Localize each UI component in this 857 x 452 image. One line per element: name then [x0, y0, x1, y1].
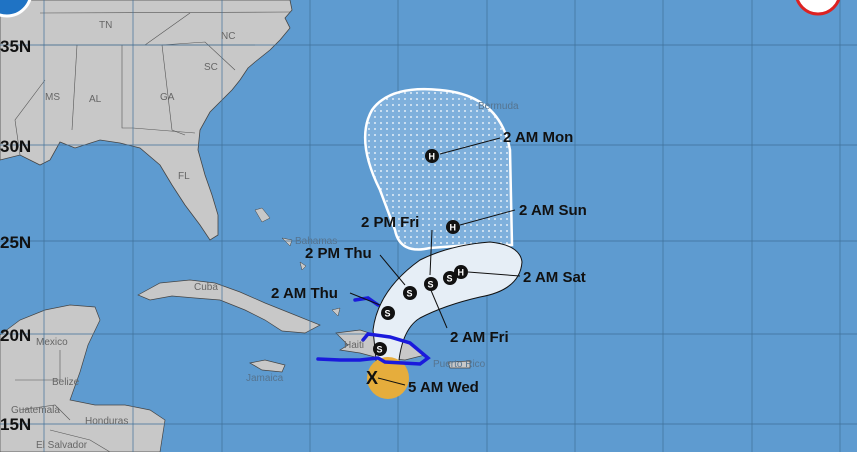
- svg-text:Guatemala: Guatemala: [11, 405, 60, 416]
- svg-text:S: S: [447, 274, 453, 284]
- label-2am-sun: 2 AM Sun: [519, 202, 587, 219]
- current-position-x-icon: X: [366, 368, 378, 388]
- svg-text:H: H: [450, 223, 457, 233]
- label-2am-thu: 2 AM Thu: [271, 285, 338, 302]
- svg-text:S: S: [428, 280, 434, 290]
- svg-text:5 AM Wed: 5 AM Wed: [408, 379, 479, 396]
- land-cuba: [137, 279, 321, 334]
- tropical-storm-icon: [443, 271, 457, 285]
- country-borders: [15, 350, 111, 452]
- svg-text:S: S: [407, 289, 413, 299]
- leader-lines: [349, 137, 521, 386]
- tropical-storm-icon: [403, 286, 417, 300]
- svg-text:Mexico: Mexico: [36, 337, 68, 348]
- track-point-2am-sat: H: [454, 265, 468, 279]
- svg-text:Puerto Rico: Puerto Rico: [433, 359, 486, 370]
- svg-text:Bermuda: Bermuda: [478, 101, 519, 112]
- svg-text:Jamaica: Jamaica: [246, 373, 284, 384]
- state-labels: TN NC SC MS AL GA FL: [45, 20, 235, 182]
- svg-text:El Salvador: El Salvador: [36, 440, 88, 451]
- track-point-2am-sun: H: [446, 220, 460, 234]
- tropical-storm-icon: [373, 342, 387, 356]
- svg-text:25N: 25N: [0, 233, 31, 252]
- tropical-storm-icon: [381, 306, 395, 320]
- svg-text:Belize: Belize: [52, 377, 80, 388]
- land-central-america: [0, 304, 166, 452]
- label-2pm-thu: 2 PM Thu: [305, 245, 372, 262]
- track-point-2am-fri: S: [424, 277, 438, 291]
- land-bahamas: [254, 207, 341, 317]
- label-2pm-fri: 2 PM Fri: [361, 214, 419, 231]
- track-point-5am-wed: X 5 AM Wed: [366, 368, 479, 396]
- svg-text:TN: TN: [99, 20, 112, 31]
- svg-text:H: H: [458, 268, 465, 278]
- hurricane-icon: [454, 265, 468, 279]
- tropical-storm-wind-field: [367, 357, 409, 399]
- svg-text:NC: NC: [221, 31, 235, 42]
- tropical-storm-icon: [424, 277, 438, 291]
- forecast-cone-days-1-3: [372, 241, 523, 379]
- latitude-labels: 35N 30N 25N 20N 15N: [0, 37, 31, 434]
- track-point-2am-thu: S: [381, 306, 395, 320]
- svg-text:Honduras: Honduras: [85, 416, 128, 427]
- svg-text:35N: 35N: [0, 37, 31, 56]
- hurricane-icon: [425, 149, 439, 163]
- svg-text:Haiti: Haiti: [344, 340, 364, 351]
- label-2am-fri: 2 AM Fri: [450, 329, 509, 346]
- label-2am-mon: 2 AM Mon: [503, 129, 573, 146]
- nws-logo: [795, 0, 841, 16]
- noaa-logo: [0, 0, 32, 18]
- land-puerto-rico: [447, 360, 471, 369]
- svg-text:S: S: [377, 345, 383, 355]
- hurricane-icon: [446, 220, 460, 234]
- track-point-2am-mon: H: [425, 149, 439, 163]
- svg-text:Cuba: Cuba: [194, 282, 218, 293]
- track-point-2pm-fri: S: [443, 271, 457, 285]
- svg-text:GA: GA: [160, 92, 175, 103]
- svg-text:S: S: [385, 309, 391, 319]
- svg-text:SC: SC: [204, 62, 218, 73]
- svg-text:15N: 15N: [0, 415, 31, 434]
- svg-text:FL: FL: [178, 171, 190, 182]
- svg-text:AL: AL: [89, 94, 102, 105]
- svg-text:H: H: [429, 152, 436, 162]
- forecast-cone-days-4-5: [363, 88, 514, 251]
- svg-text:MS: MS: [45, 92, 60, 103]
- track-point-2pm-thu: S: [403, 286, 417, 300]
- land-jamaica: [249, 359, 286, 373]
- svg-text:Bahamas: Bahamas: [295, 236, 337, 247]
- place-labels: Bermuda Bahamas Cuba Jamaica Haiti Puert…: [11, 101, 519, 451]
- svg-text:20N: 20N: [0, 326, 31, 345]
- track-point-storm: S: [373, 342, 387, 356]
- svg-text:30N: 30N: [0, 137, 31, 156]
- label-2am-sat: 2 AM Sat: [523, 269, 586, 286]
